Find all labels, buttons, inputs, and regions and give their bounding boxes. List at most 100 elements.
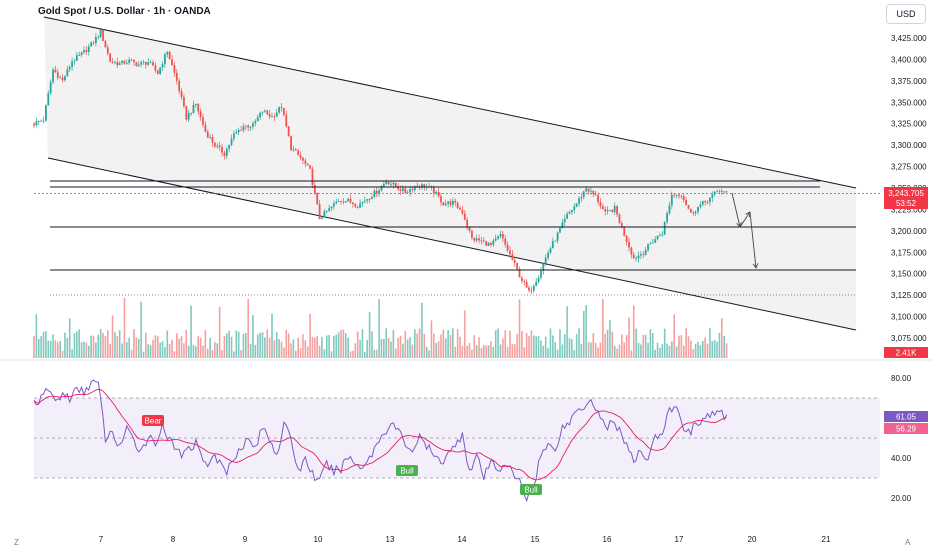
volume-bar [440, 334, 442, 358]
candle-body [202, 117, 204, 125]
volume-bar [582, 310, 585, 358]
candle-body [332, 203, 335, 207]
volume-bar [414, 329, 416, 358]
volume-bar [637, 342, 640, 358]
volume-bar [37, 339, 40, 358]
candle-body [111, 61, 114, 63]
candle-body [687, 204, 690, 209]
volume-bar [533, 335, 535, 358]
volume-bar [159, 342, 161, 358]
candle-body [625, 235, 628, 242]
candle-body [642, 254, 645, 256]
candle-body [599, 202, 602, 207]
volume-bar [390, 341, 392, 358]
price-tick-label: 3,225.000 [891, 205, 927, 214]
candle-body [68, 66, 71, 70]
candle-body [152, 62, 154, 66]
channel-upper-line [43, 16, 857, 189]
timezone-corner-label[interactable]: Z [14, 538, 19, 547]
volume-bar [385, 328, 388, 358]
volume-bar [328, 335, 330, 358]
volume-bar [685, 328, 687, 358]
candle-body [506, 244, 509, 251]
volume-bar [444, 338, 447, 358]
volume-bar [411, 344, 414, 358]
candle-body [618, 214, 621, 224]
drawing-layer [34, 180, 880, 296]
candle-body [99, 29, 102, 37]
candle-body [499, 234, 502, 237]
volume-bar [418, 328, 421, 358]
volume-bar [680, 335, 683, 358]
candle-body [582, 191, 585, 198]
candle-body [442, 202, 445, 206]
volume-bar [283, 347, 285, 358]
candle-body [689, 208, 692, 213]
currency-selector-button[interactable]: USD [886, 4, 926, 24]
candle-body [175, 72, 178, 81]
candle-body [323, 211, 326, 218]
rsi-pane: Bear Bull Bull [0, 359, 932, 503]
candle-body [594, 194, 597, 196]
volume-bar [642, 334, 645, 358]
volume-bar [437, 341, 440, 358]
candle-body [171, 59, 173, 66]
volume-bar [325, 335, 328, 358]
candle-body [230, 138, 233, 145]
candle-body [52, 69, 54, 83]
candle-body [544, 257, 547, 264]
candle-body [156, 70, 159, 74]
candle-body [178, 80, 181, 92]
candle-body [275, 112, 278, 117]
candle-body [547, 252, 549, 258]
volume-bar [342, 329, 345, 358]
candle-body [71, 61, 73, 67]
candle-body [204, 124, 207, 132]
candle-body [104, 40, 107, 48]
volume-bar [168, 343, 171, 358]
candle-body [504, 238, 507, 245]
candle-body [378, 190, 380, 194]
projection-arrow-1 [731, 192, 741, 228]
volume-bar [473, 335, 476, 358]
volume-bar [266, 329, 269, 358]
volume-bar [559, 329, 561, 358]
volume-bar [713, 339, 716, 358]
volume-bar [76, 331, 78, 358]
volume-bar [647, 342, 649, 358]
candle-body [630, 247, 633, 255]
volume-bar [225, 333, 228, 358]
candle-body [94, 37, 97, 44]
candle-body [290, 136, 292, 150]
volume-bar [492, 346, 495, 358]
volume-bar [635, 328, 637, 358]
candle-body [590, 190, 592, 192]
candle-body [59, 77, 62, 79]
volume-bar [156, 336, 159, 358]
volume-bar [433, 333, 435, 358]
volume-bar [632, 305, 635, 358]
price-tick-label: 3,400.000 [891, 55, 927, 64]
candle-body [692, 212, 695, 214]
candle-body [670, 194, 673, 206]
volume-bar [42, 331, 45, 358]
rsi-tick-label: 80.00 [891, 374, 912, 383]
volume-bar [644, 334, 647, 358]
volume-bar [33, 336, 35, 358]
bull-label-2-bg [520, 484, 542, 495]
volume-bar [240, 350, 242, 358]
volume-bar [547, 348, 549, 358]
candle-body [549, 248, 552, 253]
auto-scale-corner-button[interactable]: A [905, 538, 911, 547]
volume-bar [371, 331, 373, 358]
volume-bar [666, 343, 668, 358]
volume-bar [57, 342, 59, 358]
volume-bar [613, 345, 616, 358]
volume-bar [682, 345, 685, 358]
volume-bar [249, 343, 252, 358]
volume-bar [428, 350, 430, 358]
volume-bar [216, 343, 219, 358]
volume-bar [306, 346, 309, 358]
volume-bar [661, 344, 664, 358]
